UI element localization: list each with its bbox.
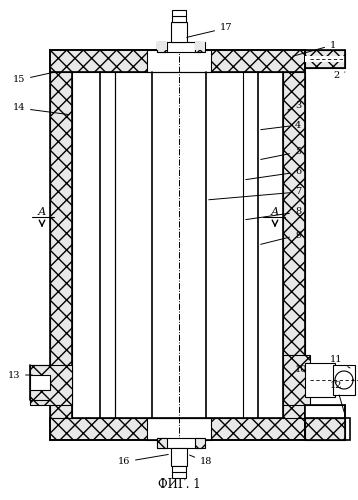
- Text: ФИГ. 1: ФИГ. 1: [158, 478, 200, 492]
- Bar: [157, 42, 201, 52]
- Bar: [172, 10, 186, 22]
- Bar: [283, 355, 310, 405]
- Bar: [30, 375, 50, 390]
- Bar: [157, 438, 201, 448]
- Bar: [50, 50, 305, 72]
- Bar: [305, 418, 345, 440]
- Bar: [50, 418, 305, 440]
- Bar: [195, 42, 205, 50]
- Bar: [305, 363, 335, 397]
- Text: 6: 6: [246, 168, 301, 179]
- Bar: [50, 72, 72, 418]
- Bar: [333, 365, 355, 395]
- Bar: [171, 22, 187, 42]
- Text: 3: 3: [288, 100, 301, 110]
- Bar: [195, 42, 205, 52]
- Text: 7: 7: [209, 188, 301, 200]
- Text: 11: 11: [330, 356, 350, 368]
- Bar: [157, 42, 167, 50]
- Text: 5: 5: [261, 148, 301, 160]
- Text: 13: 13: [8, 370, 32, 380]
- Text: 2: 2: [333, 70, 345, 80]
- Bar: [305, 50, 345, 68]
- Text: А: А: [38, 207, 46, 217]
- Bar: [157, 42, 167, 52]
- Bar: [195, 438, 205, 448]
- Text: 16: 16: [118, 454, 168, 466]
- Text: 12: 12: [330, 380, 344, 412]
- Bar: [172, 466, 186, 478]
- Text: 8: 8: [246, 208, 301, 220]
- Bar: [147, 50, 211, 72]
- Text: 4: 4: [261, 120, 301, 130]
- Text: 1: 1: [293, 40, 336, 56]
- Bar: [305, 418, 350, 440]
- Text: 10: 10: [295, 366, 308, 374]
- Text: 9: 9: [261, 230, 301, 244]
- Text: 14: 14: [13, 104, 69, 115]
- Bar: [171, 448, 187, 466]
- Text: 15: 15: [13, 72, 52, 85]
- Text: А: А: [271, 207, 279, 217]
- Bar: [30, 365, 72, 405]
- Bar: [147, 418, 211, 440]
- Bar: [305, 56, 345, 62]
- Bar: [305, 405, 345, 440]
- Bar: [157, 438, 167, 448]
- Text: 17: 17: [187, 24, 232, 38]
- Bar: [283, 72, 305, 418]
- Text: 18: 18: [190, 455, 212, 466]
